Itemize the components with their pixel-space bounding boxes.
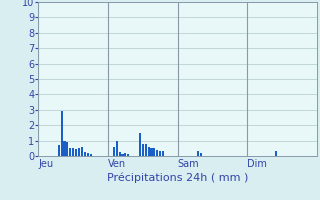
- Bar: [87, 153, 89, 156]
- Bar: [159, 151, 161, 156]
- Bar: [69, 148, 71, 156]
- Bar: [113, 147, 115, 156]
- Bar: [145, 144, 147, 156]
- Bar: [84, 152, 86, 156]
- Bar: [148, 147, 150, 156]
- Bar: [60, 111, 63, 156]
- Bar: [124, 153, 126, 156]
- Bar: [153, 148, 156, 156]
- Bar: [127, 154, 129, 156]
- Bar: [139, 133, 141, 156]
- Bar: [63, 141, 66, 156]
- Bar: [150, 148, 153, 156]
- Bar: [162, 151, 164, 156]
- Bar: [156, 150, 158, 156]
- Bar: [90, 154, 92, 156]
- Bar: [197, 151, 199, 156]
- X-axis label: Précipitations 24h ( mm ): Précipitations 24h ( mm ): [107, 173, 248, 183]
- Bar: [66, 142, 68, 156]
- Bar: [58, 145, 60, 156]
- Bar: [122, 154, 124, 156]
- Bar: [200, 153, 202, 156]
- Bar: [142, 144, 144, 156]
- Bar: [78, 148, 80, 156]
- Bar: [81, 147, 83, 156]
- Bar: [75, 149, 77, 156]
- Bar: [275, 151, 277, 156]
- Bar: [119, 152, 121, 156]
- Bar: [116, 141, 118, 156]
- Bar: [72, 148, 74, 156]
